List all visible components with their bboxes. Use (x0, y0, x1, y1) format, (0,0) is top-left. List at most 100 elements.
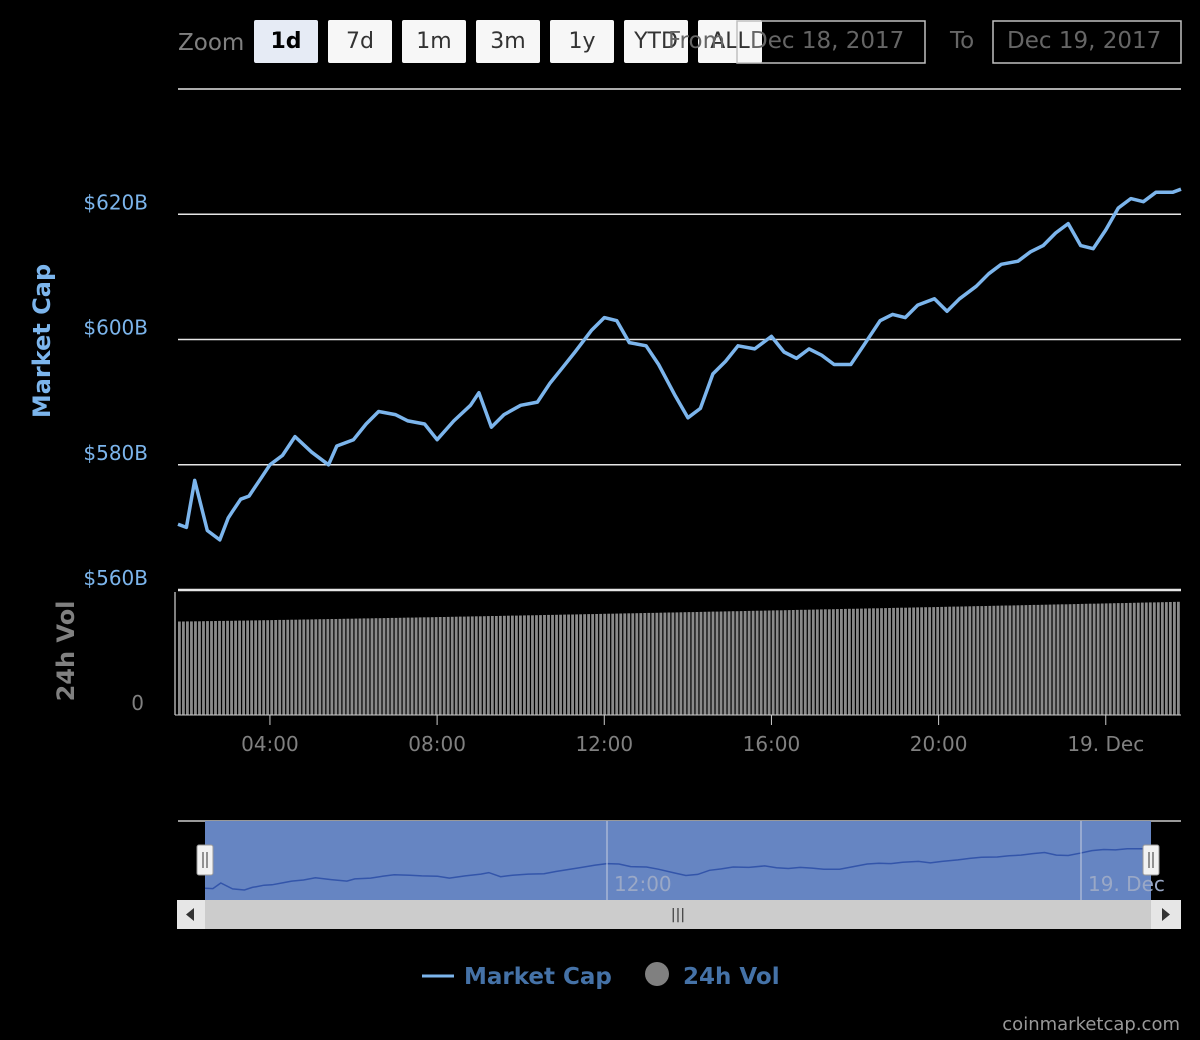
y-tick-label: $580B (83, 441, 148, 465)
volume-bar (202, 621, 205, 715)
zoom-button-label: 1y (568, 29, 595, 54)
volume-bar (916, 607, 920, 715)
volume-bar (807, 609, 811, 715)
volume-axis-zero: 0 (131, 691, 144, 715)
volume-bar (655, 612, 659, 715)
x-axis: 04:00 08:00 12:00 16:00 20:00 19. Dec (241, 715, 1144, 756)
y-tick-label: $560B (83, 566, 148, 590)
volume-bar (1068, 604, 1072, 715)
scrollbar-thumb[interactable] (205, 900, 1151, 929)
volume-bar (1116, 603, 1120, 715)
volume-bar (860, 608, 863, 715)
volume-bar (442, 617, 446, 715)
volume-bar (579, 614, 583, 715)
volume-bar (322, 619, 326, 715)
volume-bar (358, 618, 362, 715)
volume-bar (976, 606, 980, 715)
volume-bar (486, 616, 490, 715)
navigator-left-handle[interactable] (196, 844, 214, 876)
volume-bar (635, 613, 639, 715)
volume-bar (306, 619, 310, 715)
volume-bar (599, 613, 603, 715)
market-cap-series-line (177, 187, 1182, 542)
volume-bar (984, 606, 988, 715)
volume-bar (402, 617, 406, 715)
volume-bar (458, 616, 462, 715)
to-date-input[interactable]: Dec 19, 2017 (992, 20, 1182, 64)
scrollbar-left-arrow[interactable] (177, 900, 205, 929)
volume-bar (474, 616, 478, 715)
volume-bar (1000, 605, 1004, 715)
zoom-button-7d[interactable]: 7d (328, 20, 392, 63)
volume-bar (795, 609, 799, 715)
volume-bar (1044, 604, 1048, 715)
zoom-button-1m[interactable]: 1m (402, 20, 466, 63)
volume-bar (1108, 603, 1112, 715)
volume-bar (242, 620, 245, 715)
zoom-button-label: YTD (633, 29, 678, 54)
legend-label-market-cap: Market Cap (464, 964, 612, 990)
volume-bar (1112, 603, 1116, 715)
y-tick-label: $600B (83, 316, 148, 340)
navigator-series-line (204, 847, 1152, 891)
zoom-button-1y[interactable]: 1y (550, 20, 614, 63)
scrollbar[interactable]: ||| (177, 900, 1181, 929)
volume-bar (852, 608, 855, 715)
volume-bar (450, 616, 454, 715)
legend-circle-icon (645, 962, 669, 986)
volume-bar (214, 621, 217, 715)
navigator-right-handle[interactable] (1142, 844, 1160, 876)
volume-bar (535, 615, 538, 715)
zoom-button-label: 1m (416, 29, 451, 54)
volume-bar (1128, 602, 1132, 715)
volume-bar (932, 607, 936, 715)
scrollbar-right-arrow[interactable] (1151, 900, 1181, 929)
volume-bar (547, 614, 550, 715)
zoom-button-label: ALL (710, 29, 750, 54)
credit-link[interactable]: coinmarketcap.com (1002, 1014, 1180, 1035)
volume-bar (843, 608, 847, 715)
volume-bar (258, 620, 262, 715)
volume-bar (290, 619, 294, 715)
navigator[interactable]: 12:00 19. Dec (178, 820, 1181, 900)
volume-bar (964, 606, 968, 715)
volume-bar (218, 620, 221, 715)
volume-bar (787, 610, 791, 715)
volume-bar (763, 610, 767, 715)
from-date-input[interactable]: Dec 18, 2017 (736, 20, 926, 64)
y-axis-market-cap: $560B $580B $600B $620B (83, 190, 148, 590)
volume-bar (1148, 602, 1152, 715)
volume-bar (494, 616, 498, 715)
to-label: To (949, 28, 974, 54)
scrollbar-grip: ||| (671, 907, 685, 923)
legend-item-market-cap[interactable]: Market Cap (422, 964, 612, 990)
zoom-button-1d[interactable]: 1d (254, 20, 318, 63)
navigator-selected-range[interactable] (205, 821, 1151, 900)
volume-bar (422, 617, 426, 715)
volume-bar (707, 611, 711, 715)
volume-bar (1060, 604, 1064, 715)
volume-bar (274, 620, 278, 715)
volume-bar (250, 620, 254, 715)
volume-bar (178, 621, 181, 715)
volume-bar (815, 609, 819, 715)
zoom-button-3m[interactable]: 3m (476, 20, 540, 63)
volume-bar (406, 617, 410, 715)
volume-bar (1028, 605, 1032, 715)
volume-bar (980, 606, 984, 715)
zoom-button-ytd[interactable]: YTD (624, 20, 688, 63)
zoom-button-group: 1d 7d 1m 3m 1y YTD ALL (254, 20, 762, 63)
volume-bar (779, 610, 783, 715)
legend-item-volume[interactable]: 24h Vol (645, 962, 780, 990)
volume-bar (699, 611, 703, 715)
volume-bar (1032, 604, 1036, 715)
gridlines (178, 88, 1181, 592)
volume-bar (1176, 601, 1180, 715)
volume-bar (482, 616, 486, 715)
volume-bar (799, 609, 803, 715)
zoom-button-all[interactable]: ALL (698, 20, 762, 63)
volume-bar (519, 615, 522, 715)
volume-bar (631, 613, 635, 715)
volume-bar (478, 616, 482, 715)
volume-bar (583, 614, 587, 715)
